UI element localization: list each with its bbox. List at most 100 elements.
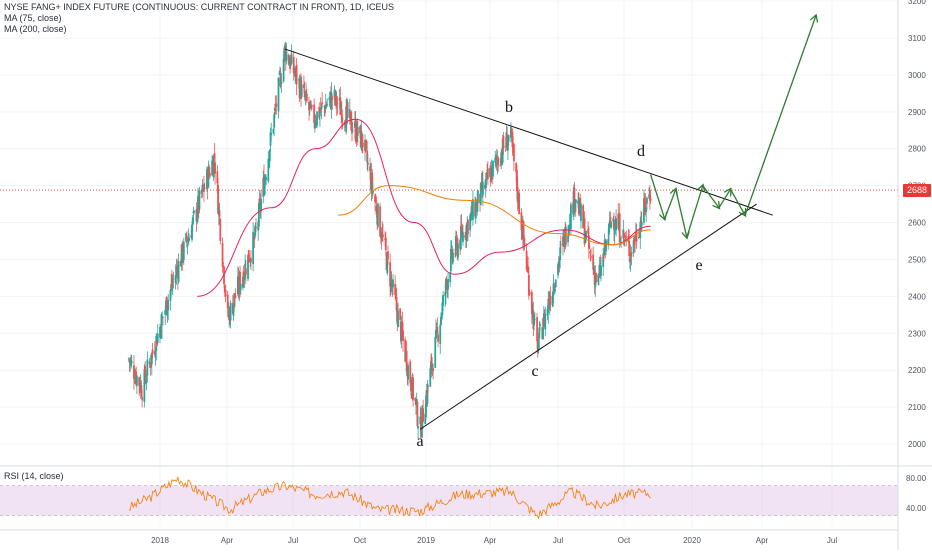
time-tick-label: Oct: [618, 536, 631, 545]
price-tick-label: 3000: [908, 71, 926, 80]
candle-body: [455, 237, 458, 241]
candle-body: [239, 284, 242, 290]
ma75-legend[interactable]: MA (75, close): [4, 13, 62, 23]
candle-body: [247, 254, 249, 280]
candle-body: [553, 287, 556, 289]
candle-body: [319, 111, 321, 116]
price-tick-label: 2300: [908, 329, 926, 338]
candle-body: [233, 293, 236, 306]
candle-body: [386, 252, 389, 274]
candle-body: [293, 69, 296, 75]
candle-body: [379, 206, 381, 237]
price-tick-label: 2000: [908, 440, 926, 449]
candle-body: [507, 135, 510, 142]
candle-body: [516, 170, 518, 191]
candle-body: [640, 222, 643, 227]
price-tick-label: 2500: [908, 255, 926, 264]
rsi-line: [128, 475, 651, 520]
candle-body: [214, 162, 216, 174]
candle-body: [634, 243, 636, 245]
candle-body: [613, 228, 616, 235]
candle-body: [377, 203, 379, 227]
candle-body: [243, 276, 246, 281]
candle-body: [335, 95, 338, 107]
candle-body: [583, 218, 586, 245]
candle-body: [584, 237, 587, 243]
candle-body: [623, 233, 625, 238]
candle-body: [294, 74, 297, 76]
candle-body: [558, 259, 561, 266]
candle-body: [324, 104, 327, 110]
candle-body: [371, 172, 374, 190]
candle-body: [375, 205, 378, 215]
candle-body: [648, 195, 651, 201]
candle-body: [427, 385, 430, 387]
candle-body: [269, 132, 272, 146]
candle-body: [283, 47, 286, 63]
candle-body: [143, 369, 146, 402]
candle-body: [592, 254, 595, 270]
candle-body: [223, 266, 225, 285]
candle-body: [522, 221, 525, 241]
candle-body: [326, 103, 329, 105]
candle-body: [366, 150, 369, 163]
candle-body: [212, 155, 215, 178]
candle-body: [394, 283, 397, 295]
candle-body: [295, 65, 298, 85]
candle-body: [280, 81, 283, 84]
candle-body: [452, 252, 454, 262]
projection: [649, 16, 816, 237]
candle-body: [600, 265, 602, 276]
candle-body: [484, 179, 487, 188]
candle-body: [465, 224, 468, 242]
time-tick-label: Jul: [827, 536, 837, 545]
candle-body: [460, 223, 463, 232]
candle-body: [469, 212, 472, 219]
candle-body: [525, 250, 528, 270]
candle-body: [440, 316, 442, 323]
candle-body: [435, 327, 438, 335]
wave-label-d: d: [637, 143, 645, 160]
symbol-title[interactable]: NYSE FANG+ INDEX FUTURE (CONTINUOUS: CUR…: [4, 2, 394, 12]
candle-body: [544, 313, 547, 330]
candle-body: [551, 292, 554, 307]
candle-body: [275, 103, 278, 107]
candle-body: [191, 217, 194, 225]
candle-body: [629, 252, 632, 263]
wave-label-e: e: [695, 257, 702, 274]
candle-body: [169, 290, 172, 301]
candle-body: [420, 432, 423, 436]
candle-body: [260, 198, 262, 212]
projection-arrow: [675, 189, 687, 237]
grid: [0, 0, 898, 528]
ma200-legend[interactable]: MA (200, close): [4, 24, 67, 34]
candle-body: [351, 130, 354, 131]
candle-body: [144, 381, 147, 383]
candle-body: [431, 364, 434, 372]
candle-body: [325, 104, 328, 107]
candle-body: [222, 262, 225, 264]
rsi-tick-label: 40.00: [906, 504, 927, 513]
candle-body: [511, 131, 514, 148]
rsi-legend[interactable]: RSI (14, close): [4, 471, 64, 481]
candle-body: [255, 227, 257, 229]
candle-body: [364, 140, 366, 151]
candle-body: [440, 315, 443, 320]
candle-body: [300, 84, 303, 97]
candle-body: [628, 240, 631, 256]
candle-body: [588, 246, 591, 248]
candle-body: [208, 169, 211, 174]
candle-body: [234, 296, 237, 298]
candle-body: [644, 201, 647, 212]
candle-body: [303, 84, 305, 88]
candle-body: [133, 365, 135, 379]
candle-body: [290, 53, 293, 64]
price-tick-label: 2900: [908, 108, 926, 117]
candle-body: [382, 234, 384, 237]
candle-body: [346, 102, 349, 118]
candle-body: [335, 91, 337, 101]
candle-body: [221, 243, 224, 267]
candle-body: [193, 210, 196, 212]
